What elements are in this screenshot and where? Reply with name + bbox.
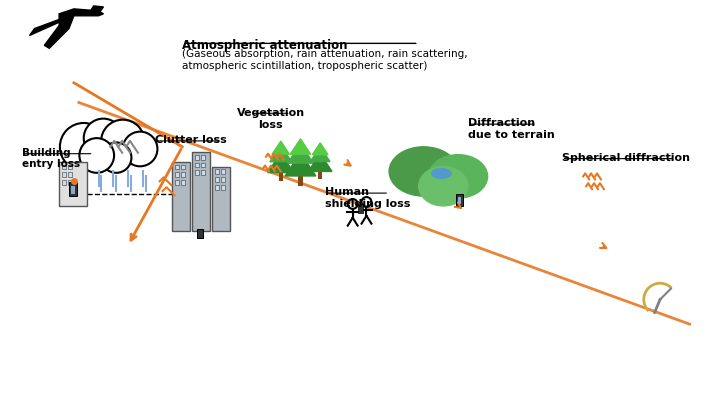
Circle shape <box>84 119 122 158</box>
Text: Building
entry loss: Building entry loss <box>22 148 80 169</box>
Polygon shape <box>288 145 313 164</box>
Bar <box>358 205 363 213</box>
Text: (Gaseous absorption, rain attenuation, rain scattering,
atmospheric scintillatio: (Gaseous absorption, rain attenuation, r… <box>182 49 468 71</box>
Bar <box>318 172 322 180</box>
Bar <box>62 165 66 170</box>
Circle shape <box>122 132 158 167</box>
Bar <box>195 171 199 176</box>
Ellipse shape <box>428 155 487 198</box>
Bar <box>176 181 179 186</box>
Bar <box>195 163 199 168</box>
Bar <box>176 165 179 170</box>
Bar <box>62 173 66 178</box>
Circle shape <box>79 139 114 173</box>
Circle shape <box>60 124 107 171</box>
Bar <box>68 181 72 186</box>
Circle shape <box>101 143 132 173</box>
Bar <box>181 165 185 170</box>
Bar <box>201 171 205 176</box>
Bar <box>68 173 72 178</box>
Bar <box>181 181 185 186</box>
Text: Human
shielding loss: Human shielding loss <box>325 187 410 208</box>
Text: Diffraction
due to terrain: Diffraction due to terrain <box>468 118 554 140</box>
Bar <box>59 162 86 207</box>
Bar <box>220 178 225 183</box>
Polygon shape <box>310 148 330 162</box>
Bar <box>195 155 199 160</box>
Circle shape <box>101 120 145 164</box>
Polygon shape <box>268 154 294 173</box>
Bar <box>215 170 219 175</box>
Text: Vegetation
loss: Vegetation loss <box>237 108 305 130</box>
Text: Spherical diffraction: Spherical diffraction <box>562 152 690 162</box>
Bar <box>220 186 225 190</box>
Bar <box>215 186 219 190</box>
Ellipse shape <box>389 148 458 196</box>
Ellipse shape <box>431 169 451 179</box>
Bar <box>201 155 205 160</box>
Polygon shape <box>30 17 69 36</box>
Text: Atmospheric attenuation: Atmospheric attenuation <box>182 39 348 52</box>
Polygon shape <box>290 140 311 155</box>
Bar <box>172 162 190 231</box>
Bar <box>192 152 210 231</box>
Bar <box>298 176 303 187</box>
Bar <box>215 178 219 183</box>
Bar <box>279 173 283 182</box>
Bar <box>71 187 75 194</box>
Bar <box>69 183 77 196</box>
Bar <box>197 229 203 239</box>
Polygon shape <box>45 10 104 49</box>
Bar <box>181 173 185 178</box>
Bar <box>68 165 72 170</box>
Ellipse shape <box>419 167 468 207</box>
Polygon shape <box>270 146 292 162</box>
Bar <box>62 181 66 186</box>
Bar <box>212 167 230 231</box>
Polygon shape <box>308 154 332 172</box>
Polygon shape <box>285 154 316 176</box>
Polygon shape <box>89 7 104 15</box>
Polygon shape <box>272 142 289 155</box>
Bar <box>220 170 225 175</box>
Bar <box>456 194 463 207</box>
Text: Clutter loss: Clutter loss <box>155 135 226 145</box>
Bar <box>458 198 461 205</box>
Polygon shape <box>312 144 328 155</box>
Bar <box>201 163 205 168</box>
Bar <box>176 173 179 178</box>
